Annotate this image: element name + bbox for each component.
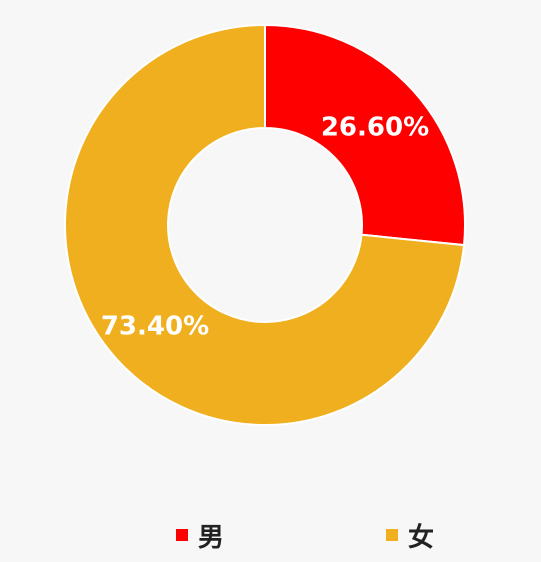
- legend-label-male: 男: [198, 522, 225, 553]
- value-label-male: 26.60%: [321, 113, 429, 143]
- legend-swatch-male: [176, 529, 188, 541]
- chart-legend: 男 女: [0, 515, 541, 555]
- legend-swatch-female: [386, 529, 398, 541]
- value-label-female: 73.40%: [101, 312, 209, 342]
- chart-slices: [64, 23, 466, 426]
- chart-value-labels: 26.60% 73.40%: [101, 113, 429, 342]
- legend-item-male: 男: [176, 515, 224, 555]
- legend-item-female: 女: [386, 515, 434, 555]
- legend-label-female: 女: [408, 522, 435, 553]
- slice-female: [64, 23, 466, 426]
- slice-male: [264, 23, 466, 247]
